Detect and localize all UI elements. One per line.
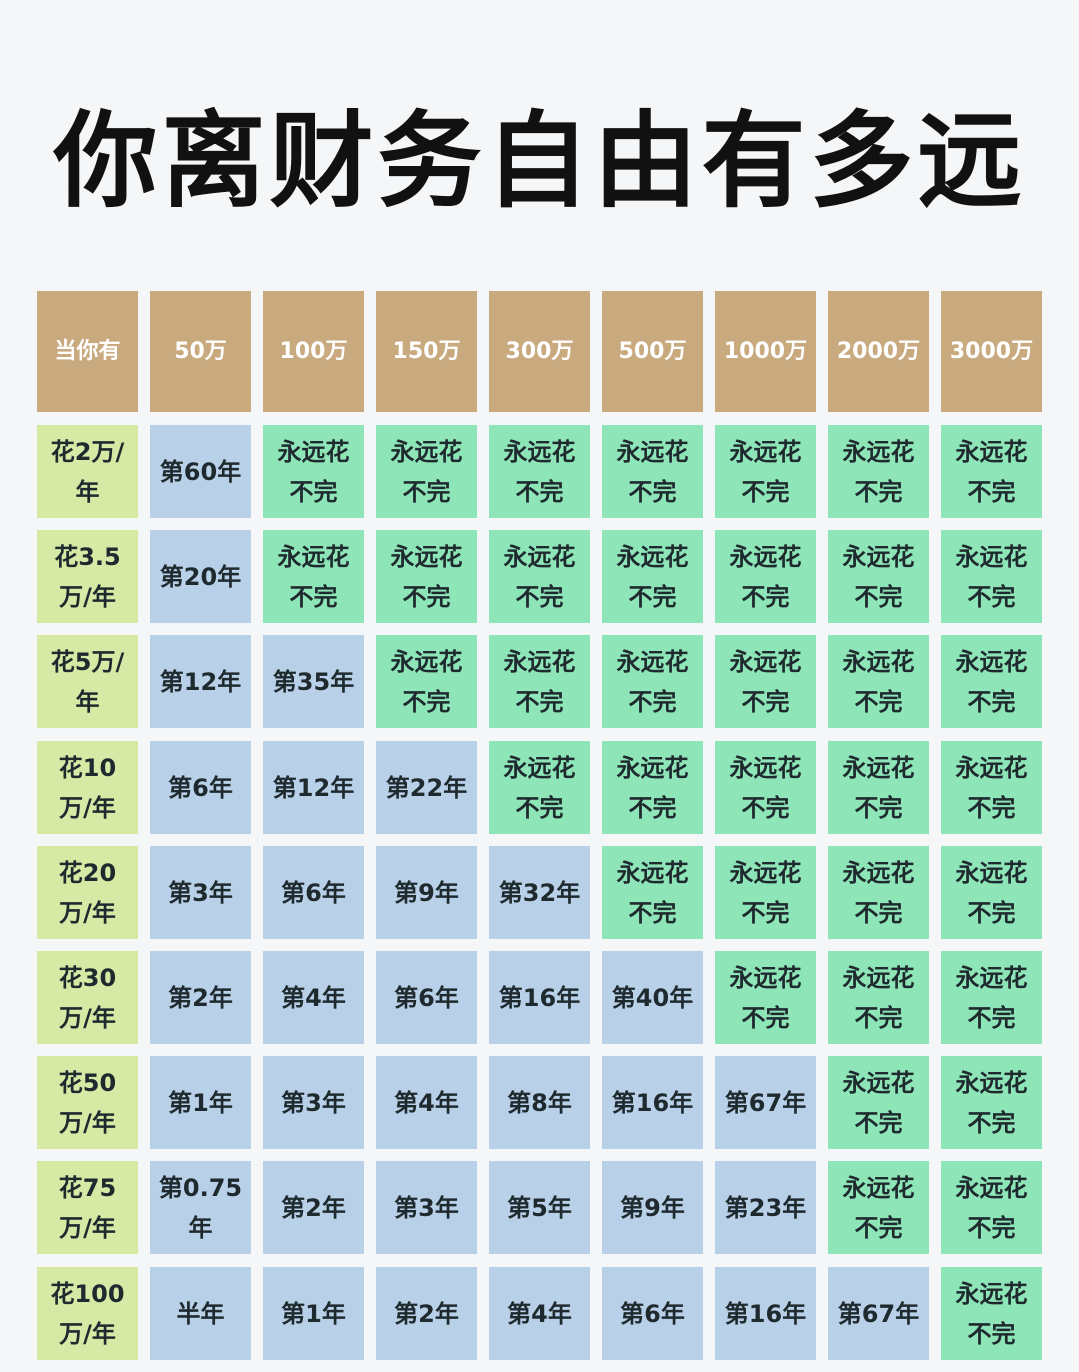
row-label: 花10 万/年 — [37, 741, 138, 834]
years-cell: 半年 — [150, 1267, 251, 1360]
forever-cell: 永远花 不完 — [376, 530, 477, 623]
forever-cell: 永远花 不完 — [715, 951, 816, 1044]
years-cell: 第32年 — [489, 846, 590, 939]
years-cell: 第4年 — [489, 1267, 590, 1360]
column-header: 50万 — [150, 291, 251, 412]
years-cell: 第16年 — [489, 951, 590, 1044]
forever-cell: 永远花 不完 — [489, 530, 590, 623]
forever-cell: 永远花 不完 — [602, 741, 703, 834]
forever-cell: 永远花 不完 — [828, 425, 929, 518]
years-cell: 第8年 — [489, 1056, 590, 1149]
years-cell: 第2年 — [376, 1267, 477, 1360]
years-cell: 第67年 — [828, 1267, 929, 1360]
forever-cell: 永远花 不完 — [941, 425, 1042, 518]
years-cell: 第4年 — [376, 1056, 477, 1149]
forever-cell: 永远花 不完 — [715, 530, 816, 623]
forever-cell: 永远花 不完 — [715, 635, 816, 728]
forever-cell: 永远花 不完 — [941, 1267, 1042, 1360]
forever-cell: 永远花 不完 — [828, 1161, 929, 1254]
forever-cell: 永远花 不完 — [828, 741, 929, 834]
years-cell: 第12年 — [263, 741, 364, 834]
forever-cell: 永远花 不完 — [715, 846, 816, 939]
years-cell: 第6年 — [263, 846, 364, 939]
forever-cell: 永远花 不完 — [602, 425, 703, 518]
forever-cell: 永远花 不完 — [376, 635, 477, 728]
row-label: 花5万/ 年 — [37, 635, 138, 728]
forever-cell: 永远花 不完 — [941, 530, 1042, 623]
years-cell: 第35年 — [263, 635, 364, 728]
column-header: 3000万 — [941, 291, 1042, 412]
row-label: 花50 万/年 — [37, 1056, 138, 1149]
forever-cell: 永远花 不完 — [602, 635, 703, 728]
row-label: 花3.5 万/年 — [37, 530, 138, 623]
years-cell: 第16年 — [715, 1267, 816, 1360]
forever-cell: 永远花 不完 — [828, 951, 929, 1044]
years-cell: 第1年 — [150, 1056, 251, 1149]
forever-cell: 永远花 不完 — [828, 530, 929, 623]
forever-cell: 永远花 不完 — [828, 1056, 929, 1149]
years-cell: 第6年 — [602, 1267, 703, 1360]
years-cell: 第3年 — [263, 1056, 364, 1149]
column-header: 2000万 — [828, 291, 929, 412]
years-cell: 第16年 — [602, 1056, 703, 1149]
forever-cell: 永远花 不完 — [828, 635, 929, 728]
years-cell: 第6年 — [150, 741, 251, 834]
forever-cell: 永远花 不完 — [376, 425, 477, 518]
forever-cell: 永远花 不完 — [941, 635, 1042, 728]
row-label: 花100 万/年 — [37, 1267, 138, 1360]
row-label: 花75 万/年 — [37, 1161, 138, 1254]
row-label: 花20 万/年 — [37, 846, 138, 939]
years-cell: 第12年 — [150, 635, 251, 728]
years-cell: 第67年 — [715, 1056, 816, 1149]
forever-cell: 永远花 不完 — [941, 741, 1042, 834]
years-cell: 第3年 — [376, 1161, 477, 1254]
years-cell: 第4年 — [263, 951, 364, 1044]
years-cell: 第40年 — [602, 951, 703, 1044]
years-cell: 第60年 — [150, 425, 251, 518]
column-header: 当你有 — [37, 291, 138, 412]
years-cell: 第20年 — [150, 530, 251, 623]
forever-cell: 永远花 不完 — [263, 425, 364, 518]
years-cell: 第6年 — [376, 951, 477, 1044]
row-label: 花30 万/年 — [37, 951, 138, 1044]
column-header: 100万 — [263, 291, 364, 412]
forever-cell: 永远花 不完 — [489, 425, 590, 518]
years-cell: 第9年 — [602, 1161, 703, 1254]
years-cell: 第2年 — [150, 951, 251, 1044]
column-header: 150万 — [376, 291, 477, 412]
years-cell: 第3年 — [150, 846, 251, 939]
years-cell: 第1年 — [263, 1267, 364, 1360]
forever-cell: 永远花 不完 — [941, 1056, 1042, 1149]
forever-cell: 永远花 不完 — [263, 530, 364, 623]
column-header: 1000万 — [715, 291, 816, 412]
years-cell: 第2年 — [263, 1161, 364, 1254]
years-cell: 第0.75 年 — [150, 1161, 251, 1254]
forever-cell: 永远花 不完 — [602, 530, 703, 623]
years-cell: 第23年 — [715, 1161, 816, 1254]
column-header: 300万 — [489, 291, 590, 412]
years-cell: 第9年 — [376, 846, 477, 939]
forever-cell: 永远花 不完 — [489, 741, 590, 834]
forever-cell: 永远花 不完 — [715, 425, 816, 518]
years-cell: 第22年 — [376, 741, 477, 834]
forever-cell: 永远花 不完 — [941, 1161, 1042, 1254]
column-header: 500万 — [602, 291, 703, 412]
forever-cell: 永远花 不完 — [941, 951, 1042, 1044]
forever-cell: 永远花 不完 — [941, 846, 1042, 939]
row-label: 花2万/ 年 — [37, 425, 138, 518]
forever-cell: 永远花 不完 — [489, 635, 590, 728]
forever-cell: 永远花 不完 — [828, 846, 929, 939]
forever-cell: 永远花 不完 — [715, 741, 816, 834]
forever-cell: 永远花 不完 — [602, 846, 703, 939]
page-title: 你离财务自由有多远 — [53, 100, 1026, 222]
years-cell: 第5年 — [489, 1161, 590, 1254]
